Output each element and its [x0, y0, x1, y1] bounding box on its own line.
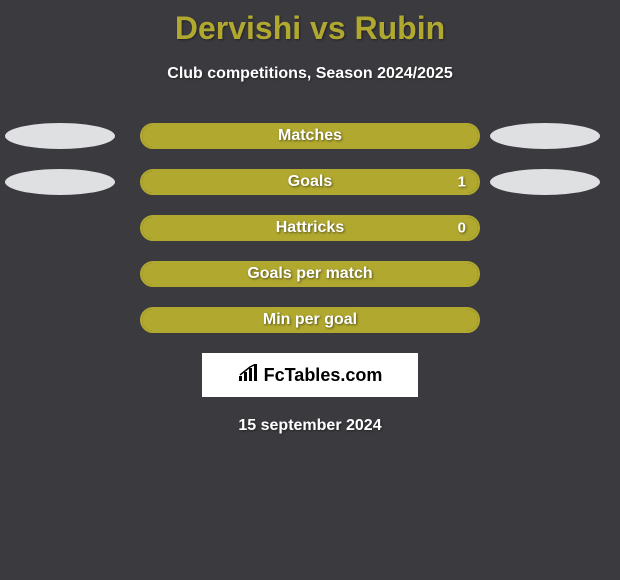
stat-bar: Hattricks0: [140, 215, 480, 241]
stat-row: Min per goal: [0, 307, 620, 333]
stat-label: Hattricks: [142, 219, 478, 237]
date-label: 15 september 2024: [0, 417, 620, 435]
stat-value: 0: [458, 220, 466, 237]
stat-bar: Goals1: [140, 169, 480, 195]
stat-row: Hattricks0: [0, 215, 620, 241]
stat-value: 1: [458, 174, 466, 191]
right-ellipse: [490, 169, 600, 195]
stat-bar: Matches: [140, 123, 480, 149]
stat-label: Goals per match: [142, 265, 478, 283]
page-subtitle: Club competitions, Season 2024/2025: [0, 65, 620, 83]
left-ellipse: [5, 169, 115, 195]
stats-section: Matches Goals1 Hattricks0 Goals per match Mi…: [0, 123, 620, 333]
stat-bar: Min per goal: [140, 307, 480, 333]
page-title: Dervishi vs Rubin: [0, 0, 620, 47]
right-ellipse: [490, 123, 600, 149]
stat-row: Goals1: [0, 169, 620, 195]
logo-box: FcTables.com: [202, 353, 418, 397]
logo-text: FcTables.com: [238, 364, 383, 387]
stat-label: Goals: [142, 173, 478, 191]
stat-label: Matches: [142, 127, 478, 145]
left-ellipse: [5, 123, 115, 149]
stat-bar: Goals per match: [140, 261, 480, 287]
chart-icon: [238, 364, 260, 387]
stat-label: Min per goal: [142, 311, 478, 329]
logo-label: FcTables.com: [264, 365, 383, 386]
stat-row: Goals per match: [0, 261, 620, 287]
infographic-container: Dervishi vs Rubin Club competitions, Sea…: [0, 0, 620, 580]
stat-row: Matches: [0, 123, 620, 149]
